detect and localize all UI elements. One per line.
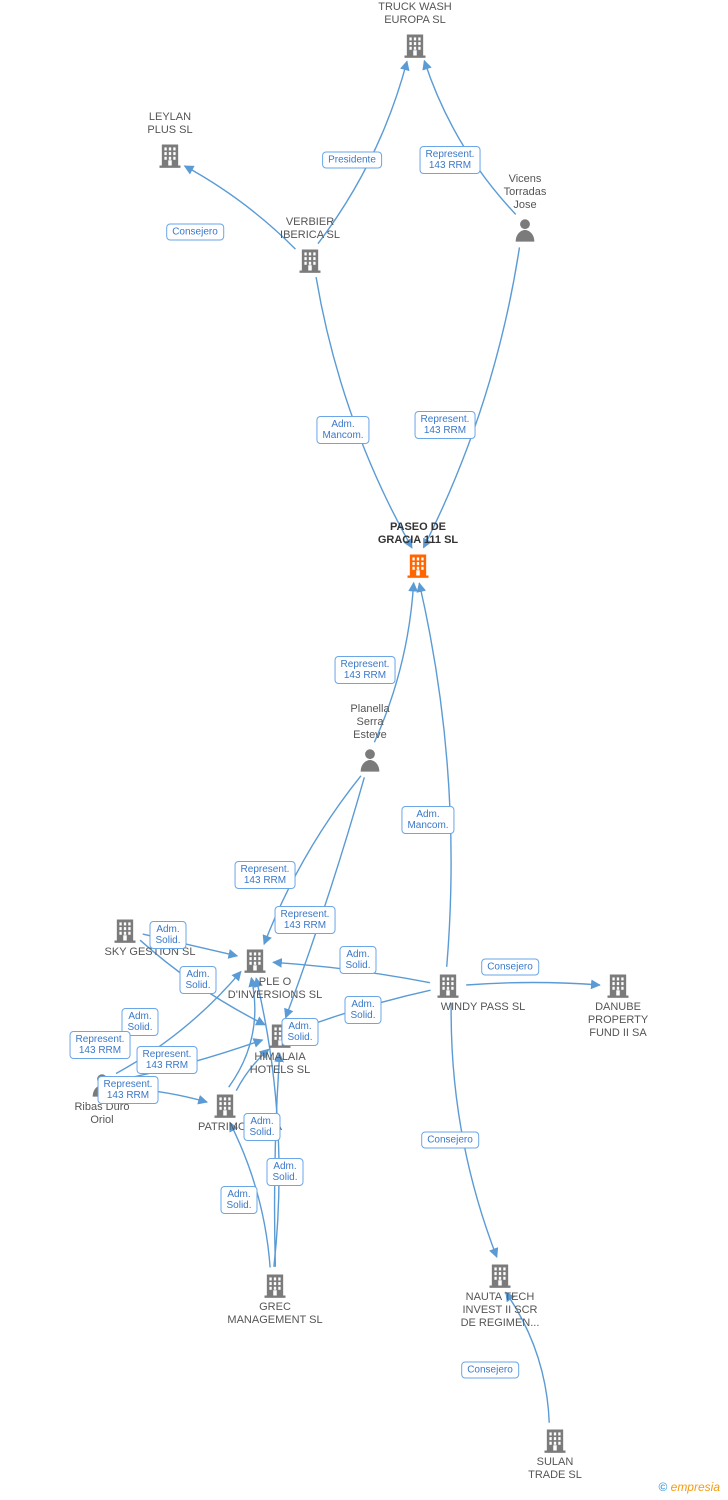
edge-label: Adm. Solid. (179, 966, 216, 994)
company-icon[interactable] (265, 1275, 286, 1298)
edge-label: Represent. 143 RRM (98, 1076, 159, 1104)
copyright-brand: empresia (671, 1480, 720, 1494)
edge-label: Presidente (322, 152, 382, 169)
company-icon[interactable] (115, 920, 136, 943)
edge-label: Represent. 143 RRM (235, 861, 296, 889)
company-icon[interactable] (408, 555, 429, 578)
node-label[interactable]: HIMALAIA HOTELS SL (220, 1051, 340, 1077)
edge-label: Adm. Solid. (220, 1186, 257, 1214)
node-label[interactable]: Vicens Torradas Jose (465, 173, 585, 213)
company-icon[interactable] (545, 1430, 566, 1453)
edge-label: Consejero (421, 1132, 479, 1149)
company-icon[interactable] (490, 1265, 511, 1288)
node-label[interactable]: VERBIER IBERICA SL (250, 216, 370, 242)
company-icon[interactable] (608, 975, 629, 998)
edge-label: Consejero (481, 959, 539, 976)
node-label[interactable]: NAUTA TECH INVEST II SCR DE REGIMEN... (440, 1291, 560, 1331)
node-label[interactable]: DANUBE PROPERTY FUND II SA (558, 1001, 678, 1041)
company-icon[interactable] (215, 1095, 236, 1118)
edge-label: Consejero (166, 224, 224, 241)
edge-label: Adm. Solid. (149, 921, 186, 949)
node-label[interactable]: TRUCK WASH EUROPA SL (355, 1, 475, 27)
person-icon[interactable] (361, 749, 380, 771)
edge-label: Represent. 143 RRM (137, 1046, 198, 1074)
copyright-symbol: © (658, 1480, 667, 1494)
edge (466, 983, 600, 986)
node-label[interactable]: GREC MANAGEMENT SL (215, 1301, 335, 1327)
node-label[interactable]: LEYLAN PLUS SL (110, 111, 230, 137)
node-label[interactable]: Ribas Duro Oriol (42, 1101, 162, 1127)
node-label[interactable]: PASEO DE GRACIA 111 SL (358, 521, 478, 547)
node-label[interactable]: WINDY PASS SL (423, 1001, 543, 1014)
copyright: © empresia (658, 1480, 720, 1494)
edge-label: Adm. Solid. (339, 946, 376, 974)
edge-label: Adm. Mancom. (316, 416, 369, 444)
edge (424, 247, 520, 547)
edge (451, 1003, 497, 1257)
edge-label: Consejero (461, 1362, 519, 1379)
company-icon[interactable] (160, 145, 181, 168)
edge-label: Adm. Solid. (266, 1158, 303, 1186)
node-label[interactable]: SULAN TRADE SL (495, 1456, 615, 1482)
node-label[interactable]: Planella Serra Esteve (310, 703, 430, 743)
edge-label: Represent. 143 RRM (275, 906, 336, 934)
edge (316, 277, 412, 548)
edge-label: Represent. 143 RRM (420, 146, 481, 174)
company-icon[interactable] (245, 950, 266, 973)
edge-label: Adm. Mancom. (401, 806, 454, 834)
edge-label: Adm. Solid. (344, 996, 381, 1024)
edge-label: Represent. 143 RRM (70, 1031, 131, 1059)
edge-label: Represent. 143 RRM (335, 656, 396, 684)
edge-label: Adm. Solid. (281, 1018, 318, 1046)
person-icon[interactable] (516, 219, 535, 241)
node-label[interactable]: PATRIMONIA SA (180, 1121, 300, 1134)
company-icon[interactable] (405, 35, 426, 58)
edge-label: Adm. Solid. (243, 1113, 280, 1141)
company-icon[interactable] (300, 250, 321, 273)
edge-label: Represent. 143 RRM (415, 411, 476, 439)
edge (419, 583, 451, 967)
node-label[interactable]: PLE O D'INVERSIONS SL (215, 976, 335, 1002)
company-icon[interactable] (438, 975, 459, 998)
